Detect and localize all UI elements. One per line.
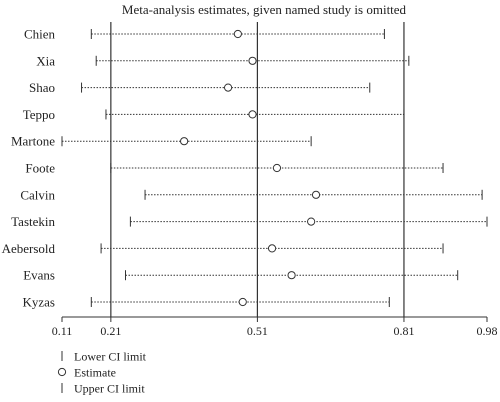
- estimate-point: [223, 83, 233, 92]
- legend: Lower CI limit Estimate Upper CI limit: [57, 350, 147, 396]
- study-label: Calvin: [20, 187, 55, 202]
- study-label: Foote: [25, 161, 55, 176]
- estimate-point: [267, 244, 277, 253]
- chart-title: Meta-analysis estimates, given named stu…: [122, 2, 407, 17]
- study-label: Tastekin: [11, 214, 55, 229]
- legend-estimate-symbol: [57, 367, 67, 377]
- estimate-point: [248, 110, 257, 119]
- x-tick-label: 0.21: [100, 324, 121, 338]
- plot-area: 0.11 0.21 0.51 0.81 0.98 Chien Xia Shao Teppo Mar…: [2, 22, 498, 338]
- study-label: Evans: [23, 268, 55, 283]
- study-label: Kyzas: [23, 295, 56, 310]
- x-tick-label: 0.81: [393, 324, 414, 338]
- legend-label: Upper CI limit: [74, 382, 145, 396]
- x-tick-label: 0.11: [52, 324, 73, 338]
- estimate-point: [233, 29, 242, 39]
- study-label: Teppo: [23, 107, 55, 122]
- legend-label: Estimate: [74, 366, 116, 380]
- legend-label: Lower CI limit: [74, 350, 147, 364]
- estimate-point: [272, 163, 282, 173]
- study-label: Martone: [11, 134, 55, 149]
- study-label: Xia: [36, 53, 55, 68]
- x-tick-label: 0.98: [477, 324, 498, 338]
- estimate-point: [287, 271, 296, 280]
- estimate-point: [238, 297, 247, 307]
- study-label: Aebersold: [2, 241, 56, 256]
- study-label: Chien: [24, 27, 56, 42]
- estimate-point: [307, 217, 316, 226]
- estimate-point: [311, 190, 321, 199]
- estimate-point: [248, 56, 257, 65]
- estimate-point: [180, 137, 189, 146]
- x-tick-label: 0.51: [247, 324, 268, 338]
- study-label: Shao: [29, 80, 55, 95]
